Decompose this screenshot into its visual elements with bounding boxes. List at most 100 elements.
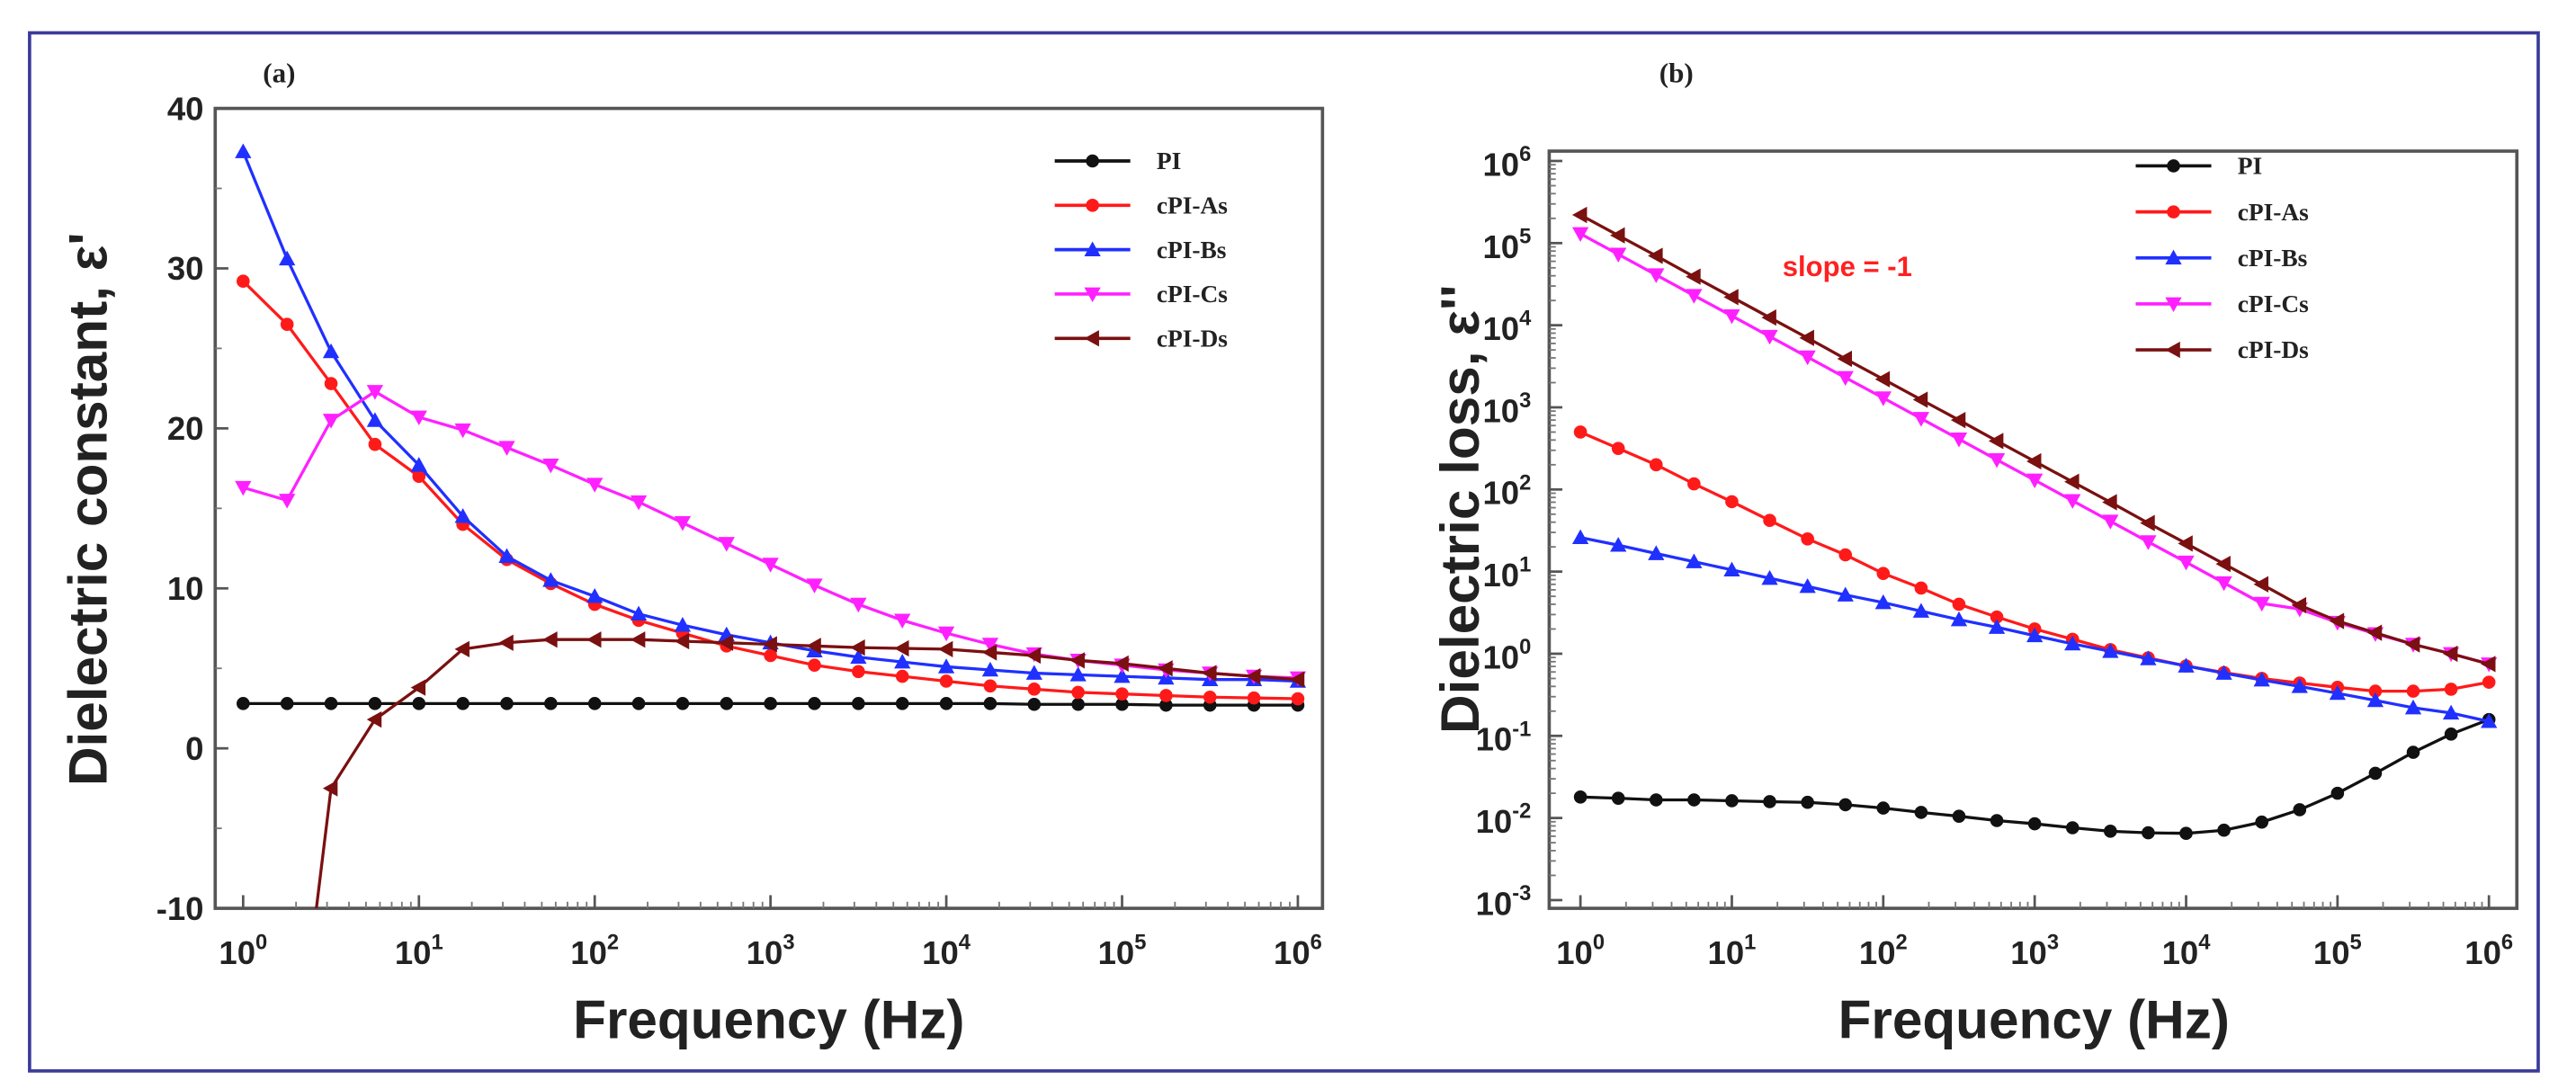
data-point	[1723, 289, 1739, 306]
data-point	[2215, 555, 2231, 573]
data-point	[1687, 477, 1701, 491]
data-point	[1876, 801, 1891, 815]
data-point	[237, 274, 250, 288]
data-point	[542, 572, 559, 587]
legend-marker	[2165, 341, 2180, 359]
legend-label: cPI-Cs	[2238, 290, 2309, 317]
data-point	[587, 697, 602, 710]
data-point	[1874, 391, 1892, 406]
data-point	[2442, 704, 2460, 720]
y-tick-label: 100	[1482, 636, 1531, 675]
data-point	[1763, 513, 1776, 528]
data-point	[366, 385, 384, 400]
legend-item: cPI-Ds	[2135, 336, 2309, 363]
y-tick-label: 30	[167, 250, 204, 287]
legend-marker	[1084, 287, 1101, 303]
y-tick-label: 103	[1482, 389, 1531, 429]
data-point	[1761, 308, 1776, 326]
data-point	[1649, 458, 1663, 472]
legend-marker	[1086, 199, 1099, 212]
data-point	[2064, 494, 2081, 509]
legend-label: PI	[2238, 153, 2262, 180]
data-point	[2366, 624, 2383, 641]
legend-marker	[1084, 330, 1099, 347]
y-tick-label: 10-1	[1476, 718, 1532, 757]
data-point	[2444, 683, 2458, 696]
data-point	[983, 679, 997, 693]
data-point	[1069, 666, 1087, 682]
y-tick-label: 20	[167, 410, 204, 447]
data-point	[2178, 657, 2195, 673]
legend-marker	[1086, 154, 1099, 168]
data-point	[2140, 650, 2157, 665]
data-point	[1611, 791, 1625, 805]
data-point	[279, 494, 296, 509]
data-point	[1799, 577, 1816, 594]
data-point	[2482, 675, 2496, 689]
data-point	[1950, 433, 1968, 448]
data-point	[2102, 643, 2119, 658]
data-point	[937, 626, 955, 642]
data-point	[1950, 611, 1968, 627]
data-point	[454, 508, 471, 523]
legend-marker	[2165, 297, 2182, 313]
data-point	[1988, 452, 2006, 469]
data-point	[366, 711, 382, 728]
data-point	[410, 679, 426, 696]
chart-b: (b) 100 101 102 103 104 105 106 10-3 10-2 10-1 100…	[1429, 57, 2519, 1049]
data-point	[2102, 514, 2119, 530]
data-point	[1027, 683, 1042, 696]
data-point	[1071, 697, 1085, 711]
legend-marker	[2167, 159, 2180, 173]
data-point	[1723, 561, 1740, 577]
legend-marker	[1084, 241, 1101, 256]
data-point	[1912, 412, 1930, 427]
x-tick-label: 105	[1098, 932, 1147, 971]
x-tick-label: 106	[1274, 932, 1322, 971]
y-axis-label-b: Dielectric loss, ε''	[1429, 285, 1490, 734]
data-point	[322, 780, 338, 797]
legend-item: cPI-Bs	[1054, 237, 1226, 263]
data-point	[2291, 678, 2308, 693]
data-point	[324, 697, 338, 710]
data-point	[498, 634, 514, 651]
data-point	[1687, 793, 1701, 807]
data-point	[630, 631, 646, 648]
data-point	[2215, 665, 2232, 680]
data-point	[2255, 815, 2268, 829]
data-point	[1025, 665, 1042, 680]
data-point	[454, 640, 470, 658]
x-tick-label: 104	[2162, 932, 2212, 971]
data-point	[674, 516, 692, 531]
data-point	[1571, 227, 1589, 243]
data-point	[1874, 370, 1891, 388]
data-point	[1723, 308, 1740, 325]
data-point	[1912, 391, 1928, 408]
data-point	[631, 697, 646, 710]
data-point	[2026, 452, 2042, 470]
data-point	[1988, 433, 2004, 450]
data-point	[1799, 350, 1816, 366]
data-point	[1573, 425, 1588, 439]
legend-item: cPI-Cs	[2135, 290, 2309, 317]
data-point	[850, 638, 865, 656]
legend-label: cPI-Ds	[1157, 325, 1228, 352]
data-point	[2064, 473, 2080, 490]
x-tick-label: 101	[1708, 932, 1757, 971]
data-point	[939, 697, 953, 710]
data-point	[1686, 289, 1703, 304]
data-point	[1610, 247, 1627, 263]
data-point	[1289, 671, 1305, 688]
series-cpi-bs	[1571, 529, 2498, 728]
data-point	[1801, 795, 1814, 809]
data-point	[498, 548, 515, 563]
data-point	[1912, 603, 1930, 618]
data-point	[1838, 798, 1853, 812]
data-point	[1203, 690, 1217, 704]
y-tick-label: 10-2	[1476, 800, 1532, 840]
data-point	[368, 697, 382, 710]
x-tick-label: 102	[1859, 932, 1908, 971]
data-point	[718, 634, 734, 651]
data-point	[1686, 553, 1703, 568]
data-point	[2368, 766, 2383, 781]
